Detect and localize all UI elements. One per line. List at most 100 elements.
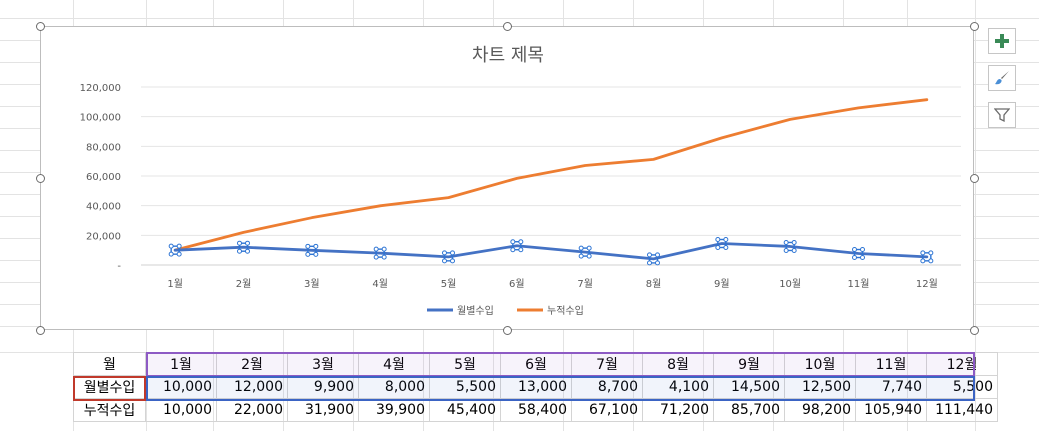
filter-icon (994, 108, 1010, 123)
point-handle (168, 251, 174, 257)
month-cell[interactable]: 2월 (216, 352, 288, 376)
row-header-monthly[interactable]: 월별수입 (73, 375, 146, 399)
x-tick-label: 11월 (848, 278, 870, 290)
range-highlight-values (146, 376, 975, 401)
y-tick-label: 60,000 (86, 172, 121, 183)
x-tick-label: 7월 (577, 278, 593, 290)
point-handle (920, 250, 926, 256)
point-handle (852, 255, 857, 261)
resize-handle-right[interactable] (970, 174, 979, 183)
data-table: 월 1월 2월 3월 4월 5월 6월 7월 8월 9월 10월 11월 12월… (73, 352, 998, 422)
month-cell[interactable]: 6월 (500, 352, 572, 376)
value-cell[interactable]: 39,900 (358, 398, 430, 422)
point-handle (783, 247, 789, 253)
point-handle (791, 239, 797, 245)
brush-icon (995, 71, 1009, 85)
point-handle (305, 251, 311, 257)
point-handle (518, 247, 524, 253)
point-handle (313, 251, 319, 257)
point-handle (373, 254, 379, 260)
x-tick-label: 2월 (236, 278, 252, 290)
plot-area[interactable]: - 20,000 40,000 60,000 80,000 100,000 120,000 1… (41, 27, 975, 331)
point-handle (305, 243, 311, 249)
data-point-monthly (512, 241, 522, 251)
value-cell[interactable]: 45,400 (429, 398, 501, 422)
value-cell[interactable]: 7,740 (855, 375, 927, 399)
month-cell[interactable]: 3월 (287, 352, 359, 376)
legend-entry: 월별수입 (457, 304, 494, 317)
value-cell[interactable]: 13,000 (500, 375, 572, 399)
row-header-cumulative[interactable]: 누적수입 (73, 398, 146, 422)
month-cell[interactable]: 8월 (642, 352, 714, 376)
series-line-cumulative (173, 98, 929, 252)
range-highlight-series-name (73, 376, 146, 401)
value-cell[interactable]: 98,200 (784, 398, 856, 422)
x-tick-label: 3월 (304, 278, 320, 290)
value-cell[interactable]: 111,440 (926, 398, 998, 422)
value-cell[interactable]: 105,940 (855, 398, 927, 422)
point-handle (510, 247, 516, 253)
y-tick-label: 100,000 (80, 113, 121, 124)
value-cell[interactable]: 67,100 (571, 398, 643, 422)
row-header-month[interactable]: 월 (73, 352, 146, 376)
point-handle (313, 243, 319, 249)
data-point-monthly (853, 248, 864, 259)
point-handle (655, 260, 660, 266)
point-handle (442, 250, 447, 256)
y-tick-label: 20,000 (86, 231, 121, 242)
chart-styles-button[interactable] (988, 65, 1016, 91)
chart-elements-button[interactable] (988, 28, 1016, 54)
x-tick-label: 1월 (167, 278, 183, 290)
resize-handle-top[interactable] (503, 22, 512, 31)
data-point-monthly (580, 247, 590, 257)
point-handle (860, 247, 865, 253)
value-cell[interactable]: 8,000 (358, 375, 430, 399)
x-tick-label: 6월 (509, 278, 525, 290)
series-line-monthly (173, 242, 929, 261)
range-highlight-categories (146, 352, 975, 377)
y-tick-label: 120,000 (80, 83, 121, 94)
point-handle (442, 258, 447, 264)
legend-entry: 누적수입 (547, 304, 584, 317)
data-point-monthly (375, 248, 385, 258)
point-handle (586, 253, 592, 259)
x-tick-label: 4월 (372, 278, 388, 290)
value-cell[interactable]: 10,000 (145, 398, 217, 422)
table-row: 누적수입 10,000 22,000 31,900 39,900 45,400 … (73, 398, 998, 422)
chart-area[interactable]: 차트 제목 - 20,000 40,000 60,000 80,000 100,000 12… (40, 26, 974, 330)
data-point-monthly (785, 241, 795, 252)
point-handle (791, 247, 797, 253)
value-cell[interactable]: 31,900 (287, 398, 359, 422)
value-cell[interactable]: 22,000 (216, 398, 288, 422)
chart-filters-button[interactable] (988, 102, 1016, 128)
chart-title[interactable]: 차트 제목 (472, 45, 544, 66)
resize-handle-bottom-left[interactable] (36, 326, 45, 335)
point-handle (176, 251, 182, 257)
point-handle (928, 250, 934, 256)
x-tick-label: 8월 (646, 278, 662, 290)
resize-handle-top-right[interactable] (970, 22, 979, 31)
data-point-monthly (717, 238, 727, 249)
value-cell[interactable]: 71,200 (642, 398, 714, 422)
point-handle (578, 253, 584, 259)
point-handle (655, 252, 660, 258)
point-handle (381, 254, 387, 260)
point-handle (373, 246, 379, 252)
value-cell[interactable]: 5,500 (926, 375, 998, 399)
point-handle (510, 239, 516, 245)
x-tick-label: 12월 (916, 278, 938, 290)
point-handle (245, 240, 250, 246)
resize-handle-bottom-right[interactable] (970, 326, 979, 335)
point-handle (860, 255, 865, 261)
value-cell[interactable]: 58,400 (500, 398, 572, 422)
data-point-monthly (922, 252, 932, 262)
data-point-monthly (307, 245, 317, 256)
point-handle (715, 236, 721, 242)
point-handle (578, 245, 584, 251)
point-handle (723, 244, 729, 250)
value-cell[interactable]: 85,700 (713, 398, 785, 422)
resize-handle-left[interactable] (36, 174, 45, 183)
plus-icon (995, 34, 1009, 48)
resize-handle-bottom[interactable] (503, 326, 512, 335)
resize-handle-top-left[interactable] (36, 22, 45, 31)
